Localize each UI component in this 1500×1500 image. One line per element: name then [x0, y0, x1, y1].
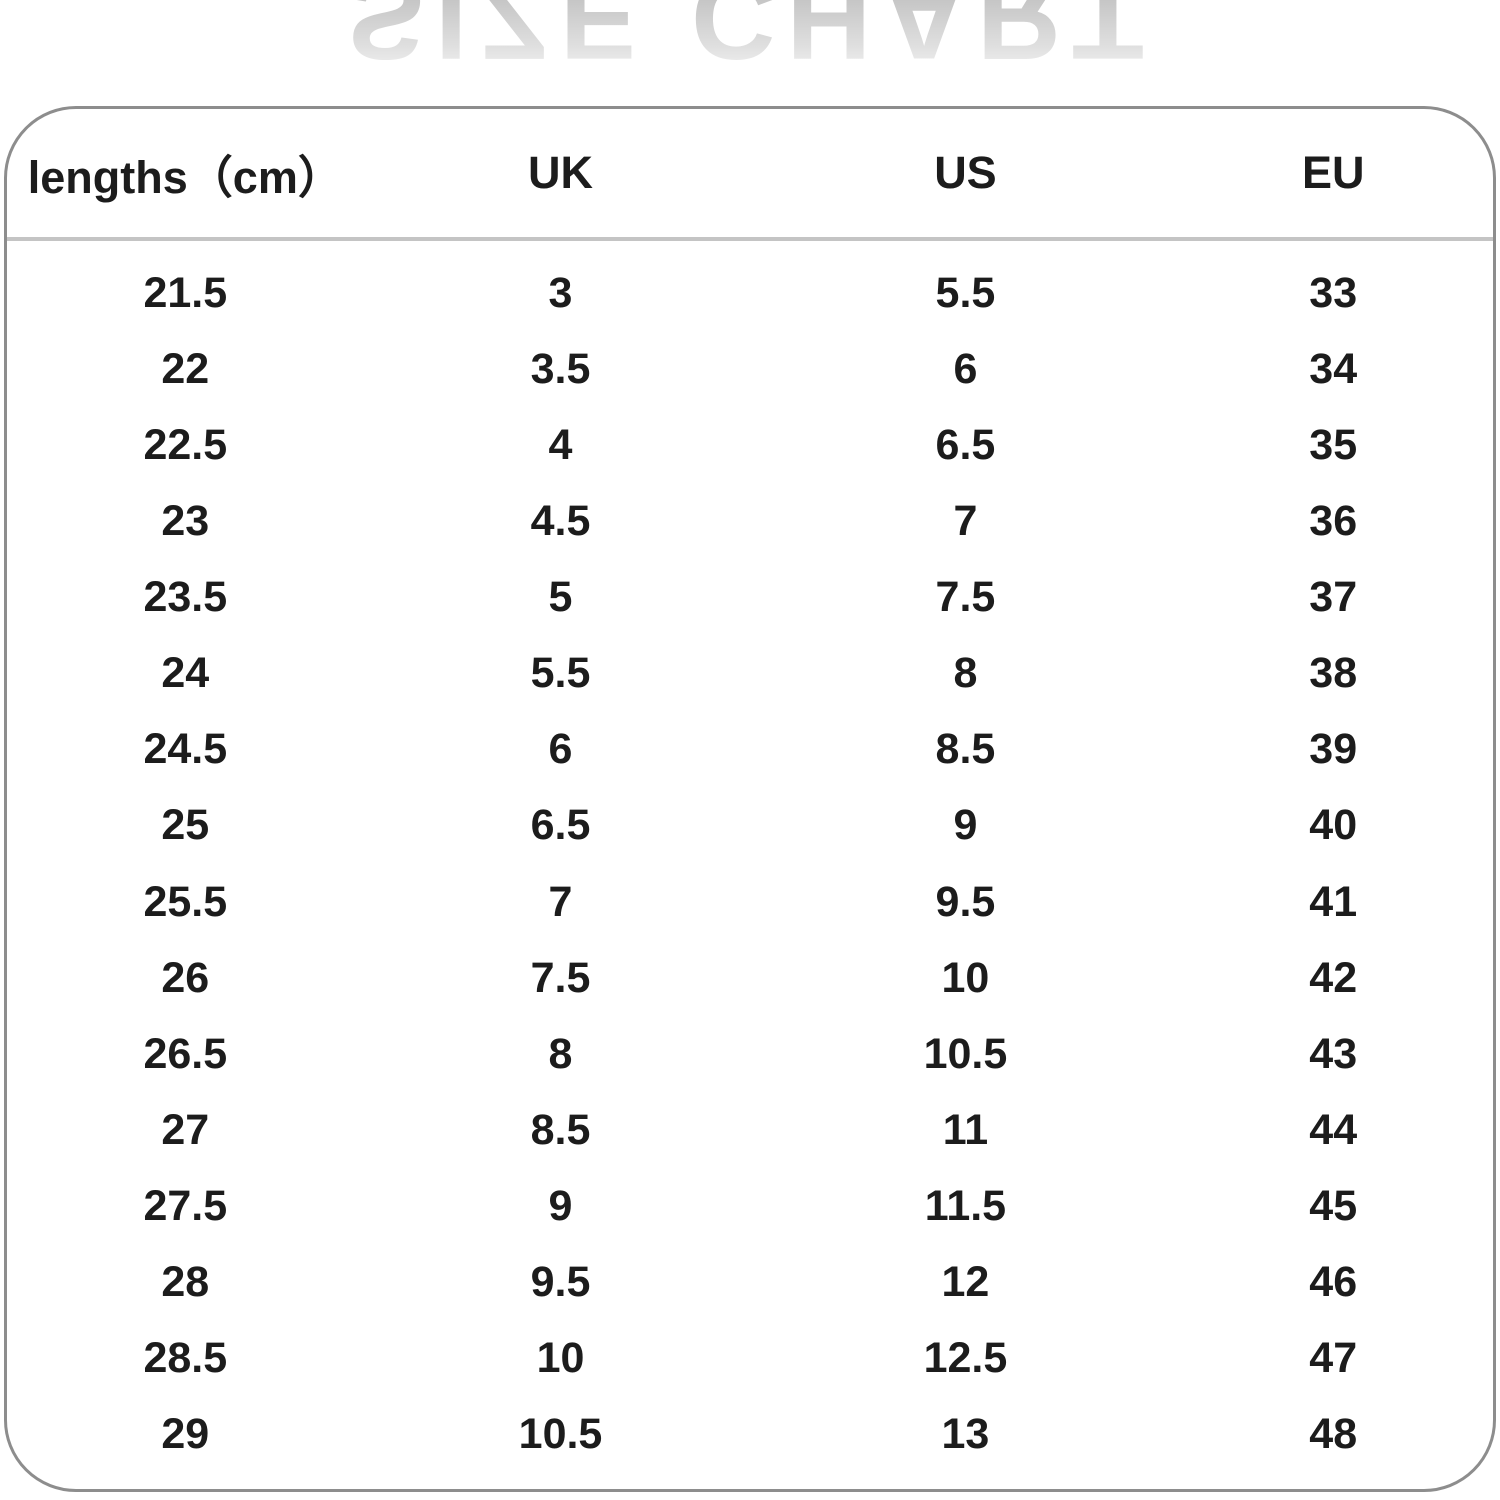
table-cell-uk: 3.5 [530, 344, 591, 393]
table-row: 27 8.5 11 44 [7, 1092, 1493, 1168]
column-header-lengths-cm: lengths（cm） [27, 151, 343, 203]
size-chart-table-card: lengths（cm） UK US EU 21.5 3 5.5 33 22 3.5 6 34 2… [4, 106, 1496, 1492]
table-body: 21.5 3 5.5 33 22 3.5 6 34 22.5 4 6.5 35 23 4.5 7 36 23.5… [7, 241, 1493, 1489]
table-cell-uk: 6.5 [530, 801, 591, 850]
table-cell-lengths-cm: 24 [161, 649, 210, 698]
table-cell-eu: 42 [1309, 953, 1358, 1002]
table-cell-uk: 6 [548, 725, 573, 774]
table-cell-eu: 35 [1309, 420, 1358, 469]
table-cell-us: 10 [941, 953, 990, 1002]
table-cell-uk: 5 [548, 573, 573, 622]
table-row: 25 6.5 9 40 [7, 788, 1493, 864]
table-cell-us: 6 [953, 344, 978, 393]
table-cell-lengths-cm: 22.5 [143, 420, 228, 469]
table-cell-eu: 45 [1309, 1182, 1358, 1231]
table-row: 29 10.5 13 48 [7, 1397, 1493, 1473]
table-cell-uk: 8.5 [530, 1105, 591, 1154]
table-cell-uk: 10 [536, 1334, 585, 1383]
table-row: 21.5 3 5.5 33 [7, 255, 1493, 331]
table-cell-eu: 34 [1309, 344, 1358, 393]
table-cell-lengths-cm: 27 [161, 1105, 210, 1154]
table-cell-eu: 46 [1309, 1258, 1358, 1307]
table-cell-uk: 7.5 [530, 953, 591, 1002]
table-cell-eu: 44 [1309, 1105, 1358, 1154]
table-cell-us: 10.5 [923, 1029, 1008, 1078]
table-row: 23 4.5 7 36 [7, 483, 1493, 559]
table-cell-us: 8.5 [935, 725, 996, 774]
table-cell-lengths-cm: 25 [161, 801, 210, 850]
table-cell-uk: 4 [548, 420, 573, 469]
table-cell-eu: 47 [1309, 1334, 1358, 1383]
table-cell-lengths-cm: 26.5 [143, 1029, 228, 1078]
table-cell-uk: 4.5 [530, 496, 591, 545]
table-cell-lengths-cm: 26 [161, 953, 210, 1002]
table-cell-us: 7 [953, 496, 978, 545]
table-cell-uk: 5.5 [530, 649, 591, 698]
table-cell-uk: 9.5 [530, 1258, 591, 1307]
table-cell-us: 8 [953, 649, 978, 698]
table-cell-uk: 8 [548, 1029, 573, 1078]
table-cell-lengths-cm: 21.5 [143, 268, 228, 317]
table-row: 24 5.5 8 38 [7, 636, 1493, 712]
column-header-eu: EU [1301, 147, 1365, 198]
table-cell-us: 7.5 [935, 573, 996, 622]
column-header-uk: UK [528, 147, 594, 198]
table-cell-lengths-cm: 23 [161, 496, 210, 545]
table-cell-us: 9 [953, 801, 978, 850]
table-cell-us: 11 [942, 1105, 989, 1154]
table-cell-lengths-cm: 22 [161, 344, 210, 393]
size-chart-watermark: SIZE CHART [0, 0, 1500, 104]
table-cell-eu: 33 [1309, 268, 1358, 317]
table-row: 28.5 10 12.5 47 [7, 1321, 1493, 1397]
table-cell-us: 11.5 [924, 1182, 1007, 1231]
table-cell-lengths-cm: 23.5 [143, 573, 228, 622]
table-cell-us: 12 [941, 1258, 990, 1307]
table-cell-eu: 36 [1309, 496, 1358, 545]
table-cell-lengths-cm: 28.5 [143, 1334, 228, 1383]
table-cell-us: 6.5 [935, 420, 996, 469]
table-cell-uk: 9 [548, 1182, 573, 1231]
table-cell-eu: 48 [1309, 1410, 1358, 1459]
table-cell-eu: 40 [1309, 801, 1358, 850]
table-header-row: lengths（cm） UK US EU [7, 109, 1493, 241]
table-cell-eu: 41 [1309, 877, 1358, 926]
table-cell-eu: 37 [1309, 573, 1358, 622]
column-header-us: US [934, 147, 997, 198]
table-cell-us: 5.5 [935, 268, 996, 317]
table-cell-eu: 38 [1309, 649, 1358, 698]
table-cell-eu: 39 [1309, 725, 1358, 774]
table-row: 28 9.5 12 46 [7, 1245, 1493, 1321]
table-cell-lengths-cm: 24.5 [143, 725, 228, 774]
table-row: 24.5 6 8.5 39 [7, 712, 1493, 788]
table-row: 27.5 9 11.5 45 [7, 1169, 1493, 1245]
table-cell-us: 12.5 [923, 1334, 1008, 1383]
table-cell-lengths-cm: 27.5 [143, 1182, 228, 1231]
table-cell-lengths-cm: 29 [161, 1410, 210, 1459]
table-cell-uk: 7 [548, 877, 573, 926]
table-row: 26.5 8 10.5 43 [7, 1016, 1493, 1092]
table-cell-lengths-cm: 28 [161, 1258, 210, 1307]
table-row: 22.5 4 6.5 35 [7, 407, 1493, 483]
table-row: 25.5 7 9.5 41 [7, 864, 1493, 940]
table-cell-us: 13 [941, 1410, 990, 1459]
table-cell-lengths-cm: 25.5 [143, 877, 228, 926]
watermark-fade-overlay [0, 0, 1500, 104]
table-cell-uk: 3 [548, 268, 573, 317]
table-cell-us: 9.5 [935, 877, 996, 926]
table-row: 26 7.5 10 42 [7, 940, 1493, 1016]
table-row: 22 3.5 6 34 [7, 331, 1493, 407]
table-cell-eu: 43 [1309, 1029, 1358, 1078]
table-cell-uk: 10.5 [518, 1410, 603, 1459]
table-row: 23.5 5 7.5 37 [7, 560, 1493, 636]
